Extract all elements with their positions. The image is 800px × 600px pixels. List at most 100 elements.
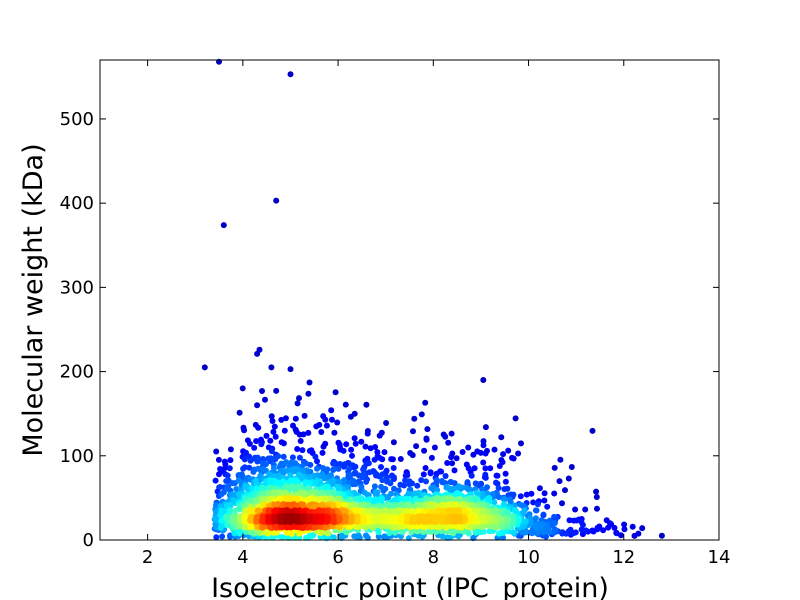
data-point: [251, 444, 258, 451]
data-point: [447, 479, 454, 485]
data-point: [336, 478, 343, 485]
data-point: [390, 439, 397, 446]
data-point: [489, 491, 496, 498]
y-tick-label: 500: [60, 109, 94, 130]
data-point: [267, 455, 274, 462]
y-tick-label: 400: [60, 193, 94, 214]
data-point: [639, 525, 646, 532]
data-point: [426, 516, 433, 523]
data-point: [491, 499, 498, 506]
data-point: [354, 496, 361, 503]
data-point: [254, 402, 261, 409]
data-point: [589, 427, 596, 434]
data-point: [346, 496, 353, 503]
data-point: [548, 519, 555, 526]
x-tick-label: 8: [428, 547, 439, 568]
data-point: [528, 490, 535, 497]
data-point: [253, 477, 260, 484]
data-point: [288, 502, 295, 509]
data-point: [262, 461, 269, 468]
data-point: [351, 435, 358, 442]
y-tick-label: 0: [83, 530, 94, 551]
data-point: [294, 446, 301, 452]
data-point: [465, 444, 472, 451]
data-point: [236, 409, 243, 416]
data-point: [350, 477, 357, 484]
data-point: [383, 502, 390, 508]
data-point: [378, 464, 384, 470]
data-point: [450, 530, 457, 537]
data-point: [240, 465, 247, 472]
data-point: [304, 468, 311, 475]
data-point: [495, 485, 502, 491]
data-point: [391, 485, 397, 492]
data-point: [273, 387, 280, 394]
data-point: [220, 222, 227, 229]
data-point: [217, 524, 224, 531]
data-point: [341, 477, 348, 484]
data-point: [272, 433, 279, 440]
data-point: [360, 517, 367, 524]
data-point: [480, 377, 487, 383]
data-point: [491, 524, 498, 531]
data-point: [556, 478, 563, 485]
data-point: [212, 477, 219, 484]
data-point: [438, 468, 445, 475]
data-point: [292, 415, 299, 422]
y-tick-label: 200: [60, 362, 94, 383]
data-point: [433, 477, 440, 483]
data-point: [559, 530, 566, 537]
data-point: [318, 516, 325, 523]
data-point: [258, 436, 264, 443]
data-point: [342, 401, 349, 408]
y-tick-label: 100: [60, 446, 94, 467]
data-point: [282, 484, 289, 491]
data-point: [593, 488, 600, 495]
data-point: [440, 431, 447, 438]
data-point: [468, 472, 475, 479]
data-point: [420, 471, 427, 478]
data-point: [380, 513, 387, 520]
data-point: [491, 446, 498, 453]
data-point: [273, 197, 280, 204]
data-point: [305, 390, 312, 397]
data-point: [491, 515, 498, 522]
data-point: [334, 419, 341, 426]
data-point: [527, 517, 534, 524]
data-point: [271, 477, 278, 484]
data-point: [412, 495, 419, 502]
data-point: [496, 463, 503, 469]
data-point: [329, 416, 335, 423]
data-point: [455, 483, 462, 490]
data-point: [358, 438, 365, 445]
data-point: [255, 465, 262, 472]
data-point: [353, 533, 360, 540]
data-point: [328, 407, 335, 414]
data-point: [360, 471, 367, 478]
data-point: [312, 453, 319, 460]
data-point: [482, 465, 489, 472]
data-point: [289, 454, 296, 461]
data-point: [582, 506, 589, 513]
data-point: [539, 521, 546, 528]
data-point: [363, 533, 370, 540]
data-point: [439, 533, 446, 540]
data-point: [226, 501, 233, 508]
data-point: [381, 533, 388, 540]
data-point: [268, 364, 275, 371]
data-point: [471, 465, 478, 472]
data-point: [229, 480, 236, 487]
data-point: [320, 413, 327, 420]
data-point: [241, 427, 248, 434]
data-point: [559, 500, 565, 507]
data-point: [284, 467, 291, 474]
data-point: [363, 401, 370, 408]
data-point: [314, 458, 320, 465]
data-point: [390, 465, 397, 471]
data-point: [388, 456, 395, 463]
data-point: [278, 416, 285, 423]
data-point: [280, 453, 287, 460]
data-point: [621, 526, 628, 533]
data-point: [301, 412, 308, 419]
data-point: [439, 501, 446, 508]
